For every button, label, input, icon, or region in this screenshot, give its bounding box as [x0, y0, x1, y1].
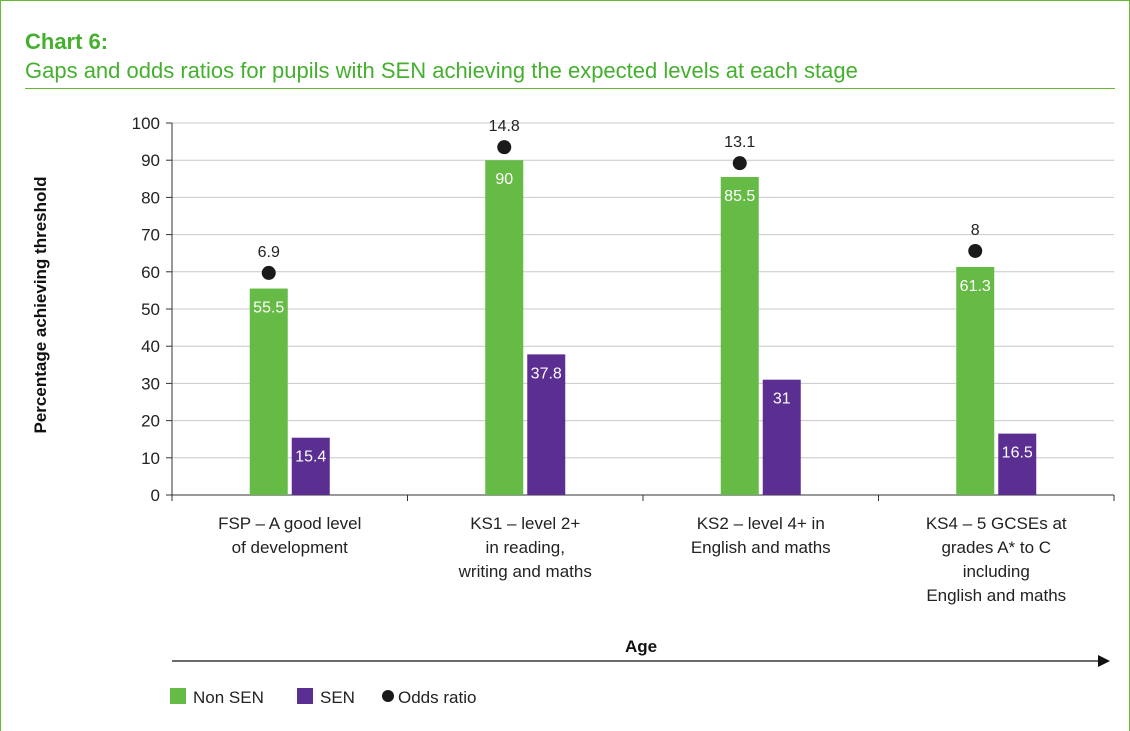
y-tick-label: 80 [141, 188, 160, 207]
y-tick-label: 90 [141, 151, 160, 170]
category-label-line: KS1 – level 2+ [470, 514, 580, 533]
y-tick-label: 70 [141, 226, 160, 245]
category-label-line: writing and maths [458, 562, 592, 581]
non-sen-bar [720, 176, 759, 495]
odds-ratio-marker [261, 265, 276, 280]
category-label-line: including [963, 562, 1030, 581]
chart-label: Chart 6: [25, 29, 109, 54]
odds-ratio-marker [732, 156, 747, 171]
category-label: FSP – A good level of development [218, 514, 361, 557]
non-sen-bar [249, 288, 288, 495]
category-label-line: of development [232, 538, 349, 557]
non-sen-value-label: 61.3 [960, 278, 991, 295]
odds-ratio-label: 8 [971, 222, 980, 239]
y-tick-label: 10 [141, 449, 160, 468]
sen-bar [291, 437, 330, 495]
y-tick-label: 100 [132, 114, 160, 133]
category-label: KS2 – level 4+ in English and maths [691, 514, 831, 557]
category-label-line: in reading, [486, 538, 565, 557]
sen-bar [762, 379, 801, 495]
y-tick-label: 60 [141, 263, 160, 282]
legend-label-odds-ratio: Odds ratio [398, 688, 476, 707]
legend-swatch-non-sen [170, 688, 186, 704]
sen-value-label: 37.8 [531, 365, 562, 382]
category-label-line: English and maths [691, 538, 831, 557]
chart-title: Gaps and odds ratios for pupils with SEN… [25, 58, 858, 83]
data-labels: 55.5 15.4 90 37.8 85.5 31 61.3 16.5 [253, 171, 1033, 466]
odds-ratio-marker [968, 243, 983, 258]
odds-ratio-marker [497, 140, 512, 155]
category-labels: FSP – A good level of development KS1 – le… [218, 514, 1067, 605]
category-label-line: grades A* to C [941, 538, 1051, 557]
y-tick-label: 40 [141, 337, 160, 356]
non-sen-bar [485, 160, 524, 495]
sen-value-label: 15.4 [295, 449, 326, 466]
y-tick-label: 30 [141, 374, 160, 393]
y-tick-label: 50 [141, 300, 160, 319]
category-label-line: English and maths [926, 586, 1066, 605]
category-label-line: KS2 – level 4+ in [697, 514, 825, 533]
odds-markers: 6.9 14.8 13.1 8 [258, 118, 983, 280]
x-axis-title: Age [625, 637, 657, 656]
sen-value-label: 31 [773, 391, 791, 408]
category-label-line: KS4 – 5 GCSEs at [926, 514, 1067, 533]
odds-ratio-label: 14.8 [489, 118, 520, 135]
sen-value-label: 16.5 [1002, 445, 1033, 462]
non-sen-bar [956, 266, 995, 495]
category-label: KS4 – 5 GCSEs at grades A* to C including E… [926, 514, 1067, 605]
bars [249, 160, 1037, 495]
sen-bar [527, 354, 566, 495]
y-axis-title: Percentage achieving threshold [31, 177, 50, 434]
sen-bar [998, 433, 1037, 495]
odds-ratio-label: 6.9 [258, 244, 280, 261]
legend: Non SEN SEN Odds ratio [170, 688, 476, 707]
title-divider [25, 88, 1115, 89]
category-label: KS1 – level 2+ in reading, writing and mat… [458, 514, 592, 581]
legend-marker-odds-ratio [382, 690, 394, 702]
category-label-line: FSP – A good level [218, 514, 361, 533]
non-sen-value-label: 55.5 [253, 300, 284, 317]
legend-label-non-sen: Non SEN [193, 688, 264, 707]
non-sen-value-label: 85.5 [724, 188, 755, 205]
odds-ratio-label: 13.1 [724, 134, 755, 151]
legend-label-sen: SEN [320, 688, 355, 707]
y-tick-label: 20 [141, 412, 160, 431]
legend-swatch-sen [297, 688, 313, 704]
non-sen-value-label: 90 [495, 171, 513, 188]
y-tick-label: 0 [151, 486, 160, 505]
